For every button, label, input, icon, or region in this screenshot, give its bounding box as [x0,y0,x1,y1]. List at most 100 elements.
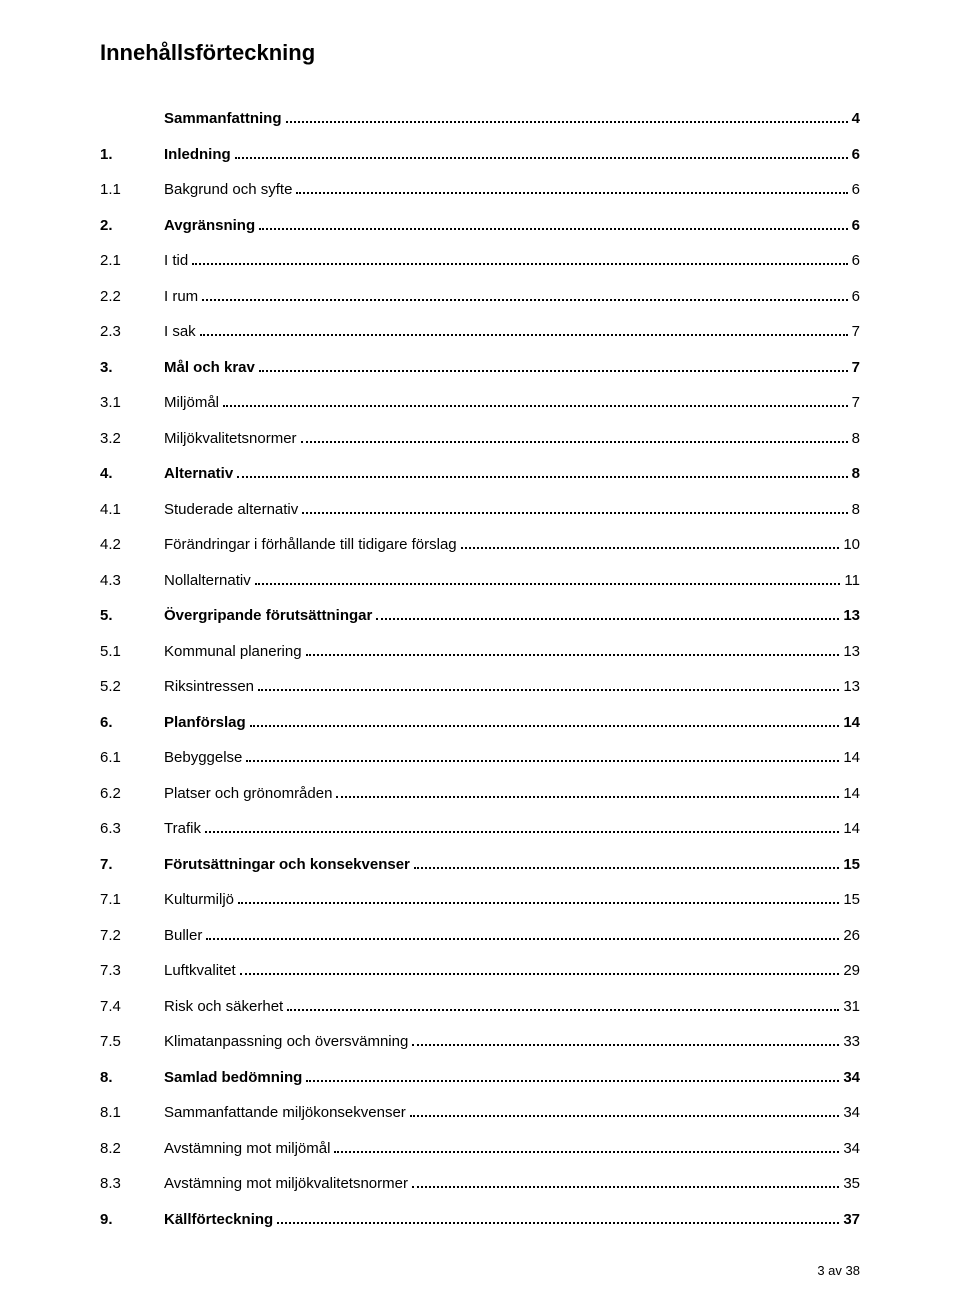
toc-page-number: 10 [843,534,860,557]
toc-page-number: 4 [852,108,860,131]
toc-label: I rum [164,286,198,309]
toc-number: 8.2 [100,1138,164,1161]
toc-number: 7. [100,854,164,877]
toc-number: 8. [100,1067,164,1090]
toc-dot-leader [376,606,839,620]
toc-dot-leader [255,571,841,585]
toc-row: 8.Samlad bedömning34 [100,1067,860,1090]
toc-page-number: 34 [843,1102,860,1125]
toc-dot-leader [205,819,839,833]
toc-row: Sammanfattning 4 [100,108,860,131]
toc-label: Samlad bedömning [164,1067,302,1090]
toc-dot-leader [237,464,847,478]
toc-row: 7.5Klimatanpassning och översvämning33 [100,1031,860,1054]
toc-row: 7.Förutsättningar och konsekvenser15 [100,854,860,877]
toc-row: 4.2Förändringar i förhållande till tidig… [100,534,860,557]
toc-row: 4.3Nollalternativ11 [100,570,860,593]
toc-number: 7.1 [100,889,164,912]
toc-dot-leader [246,748,839,762]
toc-number: 2.2 [100,286,164,309]
toc-page-number: 15 [843,889,860,912]
toc-row: 8.3Avstämning mot miljökvalitetsnormer 35 [100,1173,860,1196]
toc-page-number: 7 [852,321,860,344]
toc-number: 1.1 [100,179,164,202]
toc-page-number: 8 [852,428,860,451]
toc-page-number: 14 [843,747,860,770]
toc-dot-leader [192,251,847,265]
toc-number: 7.4 [100,996,164,1019]
toc-label: Förutsättningar och konsekvenser [164,854,410,877]
toc-row: 7.1Kulturmiljö 15 [100,889,860,912]
toc-label: Klimatanpassning och översvämning [164,1031,408,1054]
toc-label: Förändringar i förhållande till tidigare… [164,534,457,557]
toc-page-number: 35 [843,1173,860,1196]
toc-dot-leader [302,500,847,514]
toc-row: 6.1Bebyggelse14 [100,747,860,770]
toc-label: I tid [164,250,188,273]
toc-number: 6.2 [100,783,164,806]
toc-page-number: 14 [843,818,860,841]
toc-page-number: 34 [843,1138,860,1161]
toc-dot-leader [306,1068,839,1082]
toc-label: Risk och säkerhet [164,996,283,1019]
toc-label: Källförteckning [164,1209,273,1232]
toc-number: 4.2 [100,534,164,557]
toc-row: 5.Övergripande förutsättningar13 [100,605,860,628]
toc-label: Avstämning mot miljökvalitetsnormer [164,1173,408,1196]
toc-label: Platser och grönområden [164,783,332,806]
toc-row: 1.Inledning6 [100,144,860,167]
toc-dot-leader [206,926,839,940]
toc-number: 4.1 [100,499,164,522]
toc-page-number: 29 [843,960,860,983]
toc-row: 2.2I rum 6 [100,286,860,309]
toc-number: 6.1 [100,747,164,770]
toc-label: Alternativ [164,463,233,486]
toc-label: Kulturmiljö [164,889,234,912]
toc-dot-leader [414,855,839,869]
toc-page-number: 14 [843,712,860,735]
toc-dot-leader [202,287,847,301]
toc-row: 7.4Risk och säkerhet31 [100,996,860,1019]
toc-number: 2.1 [100,250,164,273]
toc-dot-leader [334,1139,839,1153]
toc-page-number: 7 [852,392,860,415]
toc-row: 4.1Studerade alternativ8 [100,499,860,522]
toc-page-number: 14 [843,783,860,806]
toc-dot-leader [223,393,848,407]
toc-dot-leader [301,429,848,443]
toc-label: Kommunal planering [164,641,302,664]
toc-row: 3.2Miljökvalitetsnormer8 [100,428,860,451]
toc-dot-leader [296,180,847,194]
toc-title: Innehållsförteckning [100,40,860,66]
toc-dot-leader [286,109,848,123]
toc-page-number: 6 [852,144,860,167]
toc-label: Mål och krav [164,357,255,380]
toc-dot-leader [235,145,848,159]
toc-label: Planförslag [164,712,246,735]
toc-page-number: 13 [843,605,860,628]
toc-number: 2. [100,215,164,238]
toc-dot-leader [287,997,839,1011]
toc-page-number: 11 [844,570,860,593]
toc-number: 8.3 [100,1173,164,1196]
toc-page-number: 13 [843,676,860,699]
toc-row: 2.3I sak7 [100,321,860,344]
toc-label: Trafik [164,818,201,841]
toc-row: 6.2Platser och grönområden 14 [100,783,860,806]
toc-row: 2.Avgränsning6 [100,215,860,238]
toc-dot-leader [259,216,848,230]
toc-page-number: 6 [852,250,860,273]
toc-dot-leader [258,677,839,691]
toc-row: 5.2Riksintressen13 [100,676,860,699]
toc-container: Sammanfattning41.Inledning61.1Bakgrund o… [100,108,860,1231]
toc-number: 7.2 [100,925,164,948]
toc-label: Sammanfattning [164,108,282,131]
toc-row: 6.3Trafik14 [100,818,860,841]
toc-row: 4.Alternativ8 [100,463,860,486]
toc-number: 4. [100,463,164,486]
toc-number: 3.2 [100,428,164,451]
toc-page-number: 6 [852,286,860,309]
toc-number: 7.5 [100,1031,164,1054]
page-footer: 3 av 38 [817,1263,860,1278]
toc-dot-leader [240,961,840,975]
